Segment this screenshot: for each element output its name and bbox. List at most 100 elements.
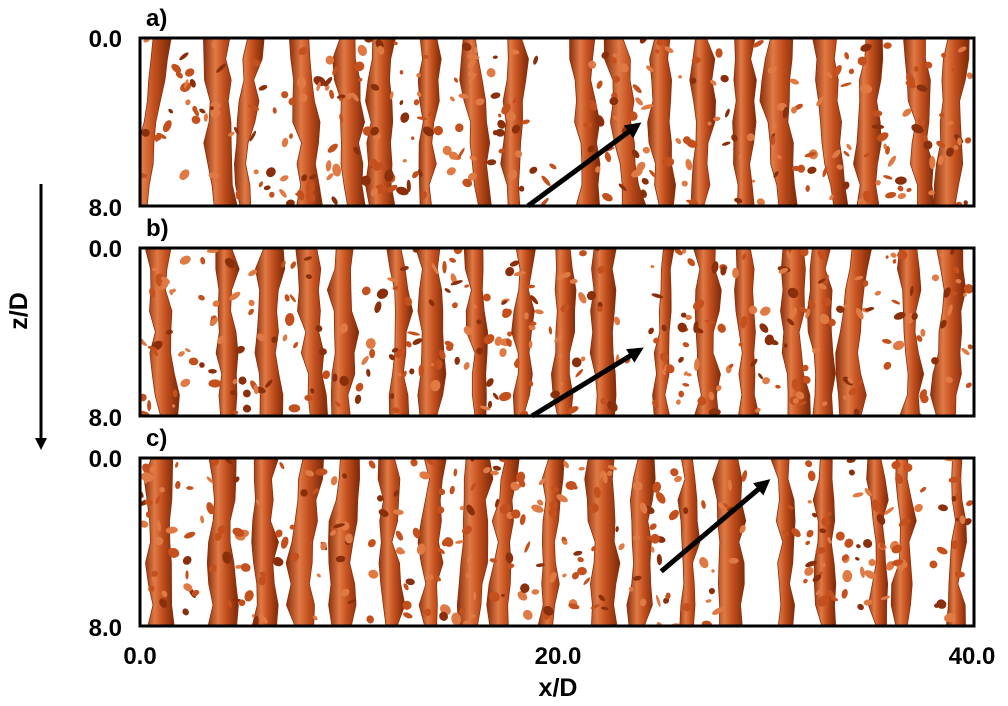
vortex-fragment (939, 319, 947, 329)
vortex-fragment (389, 91, 394, 100)
vortex-fragment (826, 71, 832, 79)
vortex-tube (251, 458, 279, 626)
vortex-fragment (141, 128, 150, 137)
vortex-fragment (860, 566, 865, 578)
vortex-fragment (455, 540, 464, 544)
vortex-fragment (650, 264, 655, 269)
vortex-fragment (791, 166, 802, 171)
vortex-fragment (306, 541, 313, 545)
vortex-fragment (393, 41, 398, 46)
vortex-fragment (715, 48, 723, 58)
vortex-fragment (722, 503, 730, 509)
vortex-fragment (486, 68, 496, 78)
vortex-tube (770, 458, 796, 626)
z-tick-bottom-b: 8.0 (89, 405, 122, 432)
vortex-fragment (488, 591, 500, 602)
vortex-fragment (492, 465, 502, 471)
vortex-fragment (528, 380, 534, 387)
vortex-fragment (444, 288, 451, 293)
vortex-fragment (404, 296, 413, 306)
vortex-fragment (648, 327, 654, 335)
vortex-fragment (782, 530, 790, 536)
vortex-fragment (938, 504, 948, 512)
vortex-fragment (954, 571, 965, 578)
vortex-fragment (179, 169, 190, 181)
vortex-fragment (913, 66, 919, 72)
vortex-fragment (720, 74, 729, 83)
vortex-fragment (597, 266, 606, 274)
vortex-fragment (393, 490, 399, 497)
vortex-fragment (184, 348, 191, 353)
vortex-fragment (931, 274, 940, 282)
vortex-fragment (367, 539, 376, 548)
vortex-fragment (946, 147, 954, 157)
vortex-fragment (511, 124, 521, 134)
vortex-tube (551, 248, 577, 416)
vortex-fragment (950, 617, 956, 623)
vortex-fragment (199, 362, 205, 368)
vortex-fragment (152, 348, 159, 357)
vortex-fragment (419, 471, 431, 480)
vortex-fragment (636, 161, 646, 172)
vortex-fragment (771, 123, 777, 129)
vortex-fragment (635, 97, 643, 106)
vortex-fragment (409, 368, 415, 375)
vortex-tube (677, 458, 701, 626)
vortex-fragment (334, 401, 341, 407)
vortex-fragment (310, 388, 315, 394)
vortex-fragment (693, 299, 705, 311)
vortex-fragment (740, 315, 748, 329)
vortex-fragment (407, 331, 420, 336)
vortex-fragment (351, 92, 359, 102)
vortex-tube (456, 458, 494, 626)
vortex-fragment (235, 345, 245, 354)
vortex-fragment (149, 287, 156, 298)
vortex-fragment (583, 577, 591, 586)
panel-label-b: b) (146, 215, 169, 242)
vortex-fragment (704, 320, 715, 324)
vortex-fragment (936, 140, 946, 148)
vortex-fragment (167, 548, 178, 558)
vortex-fragment (668, 509, 679, 521)
vortex-fragment (472, 304, 477, 309)
vortex-fragment (233, 476, 240, 483)
vortex-fragment (548, 508, 557, 518)
vortex-fragment (713, 116, 721, 122)
vortex-fragment (711, 261, 719, 274)
vortex-fragment (476, 319, 482, 325)
vortex-fragment (483, 467, 491, 474)
vortex-fragment (232, 527, 245, 537)
vortex-fragment (601, 51, 609, 59)
vortex-fragment (819, 528, 827, 534)
vortex-fragment (155, 133, 161, 142)
vortex-fragment (329, 529, 337, 536)
vortex-fragment (486, 159, 497, 166)
vortex-fragment (652, 399, 659, 409)
vortex-fragment (883, 143, 887, 150)
vortex-fragment (242, 389, 251, 398)
vortex-fragment (316, 573, 321, 578)
vortex-fragment (893, 312, 906, 320)
vortex-fragment (529, 321, 537, 326)
vortex-fragment (402, 370, 407, 378)
vortex-fragment (697, 396, 707, 406)
vortex-fragment (941, 52, 947, 58)
vortex-fragment (560, 303, 570, 313)
vortex-fragment (655, 49, 660, 54)
vortex-fragment (151, 570, 159, 577)
vortex-tube (415, 248, 447, 416)
vortex-fragment (843, 303, 850, 309)
vortex-tube (603, 38, 647, 206)
vortex-tube (734, 248, 760, 416)
vortex-fragment (840, 82, 852, 87)
vortex-fragment (874, 290, 882, 296)
vortex-tube (417, 38, 442, 206)
vortex-fragment (929, 560, 938, 569)
vortex-fragment (468, 73, 477, 83)
vortex-fragment (486, 378, 494, 387)
vortex-fragment (802, 375, 811, 384)
vortex-fragment (339, 113, 344, 123)
vortex-fragment (396, 186, 409, 196)
vortex-fragment (432, 575, 442, 582)
vortex-fragment (825, 511, 832, 517)
